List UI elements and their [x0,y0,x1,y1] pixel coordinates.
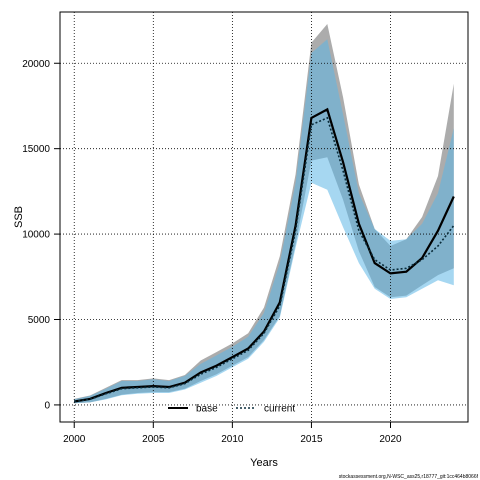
x-tick-label-2020: 2020 [379,434,402,445]
confidence-bands [74,24,454,404]
legend-label-base: base [196,404,218,415]
y-axis: 0 5000 10000 15000 20000 [22,59,60,411]
credit-text: stockassessment.org,N-WSC_ass25,r18777_g… [339,474,479,480]
band-current [74,39,454,404]
x-tick-label-2015: 2015 [300,434,323,445]
band-base [74,24,454,404]
x-tick-label-2000: 2000 [63,434,86,445]
x-tick-label-2010: 2010 [221,434,244,445]
y-tick-label-20000: 20000 [22,59,50,70]
plot-frame [59,11,469,423]
y-axis-title: SSB [13,206,25,228]
x-axis-title: Years [250,457,278,469]
y-tick-label-15000: 15000 [22,144,50,155]
series-lines [74,107,455,403]
y-tick-label-10000: 10000 [22,230,50,241]
x-axis: 2000 2005 2010 2015 2020 [63,422,402,445]
line-current [74,116,455,403]
x-tick-label-2005: 2005 [142,434,165,445]
legend-label-current: current [264,404,295,415]
y-tick-label-5000: 5000 [28,315,51,326]
y-tick-label-0: 0 [44,400,50,411]
legend: base current [168,404,295,415]
grid-lines [60,12,468,422]
